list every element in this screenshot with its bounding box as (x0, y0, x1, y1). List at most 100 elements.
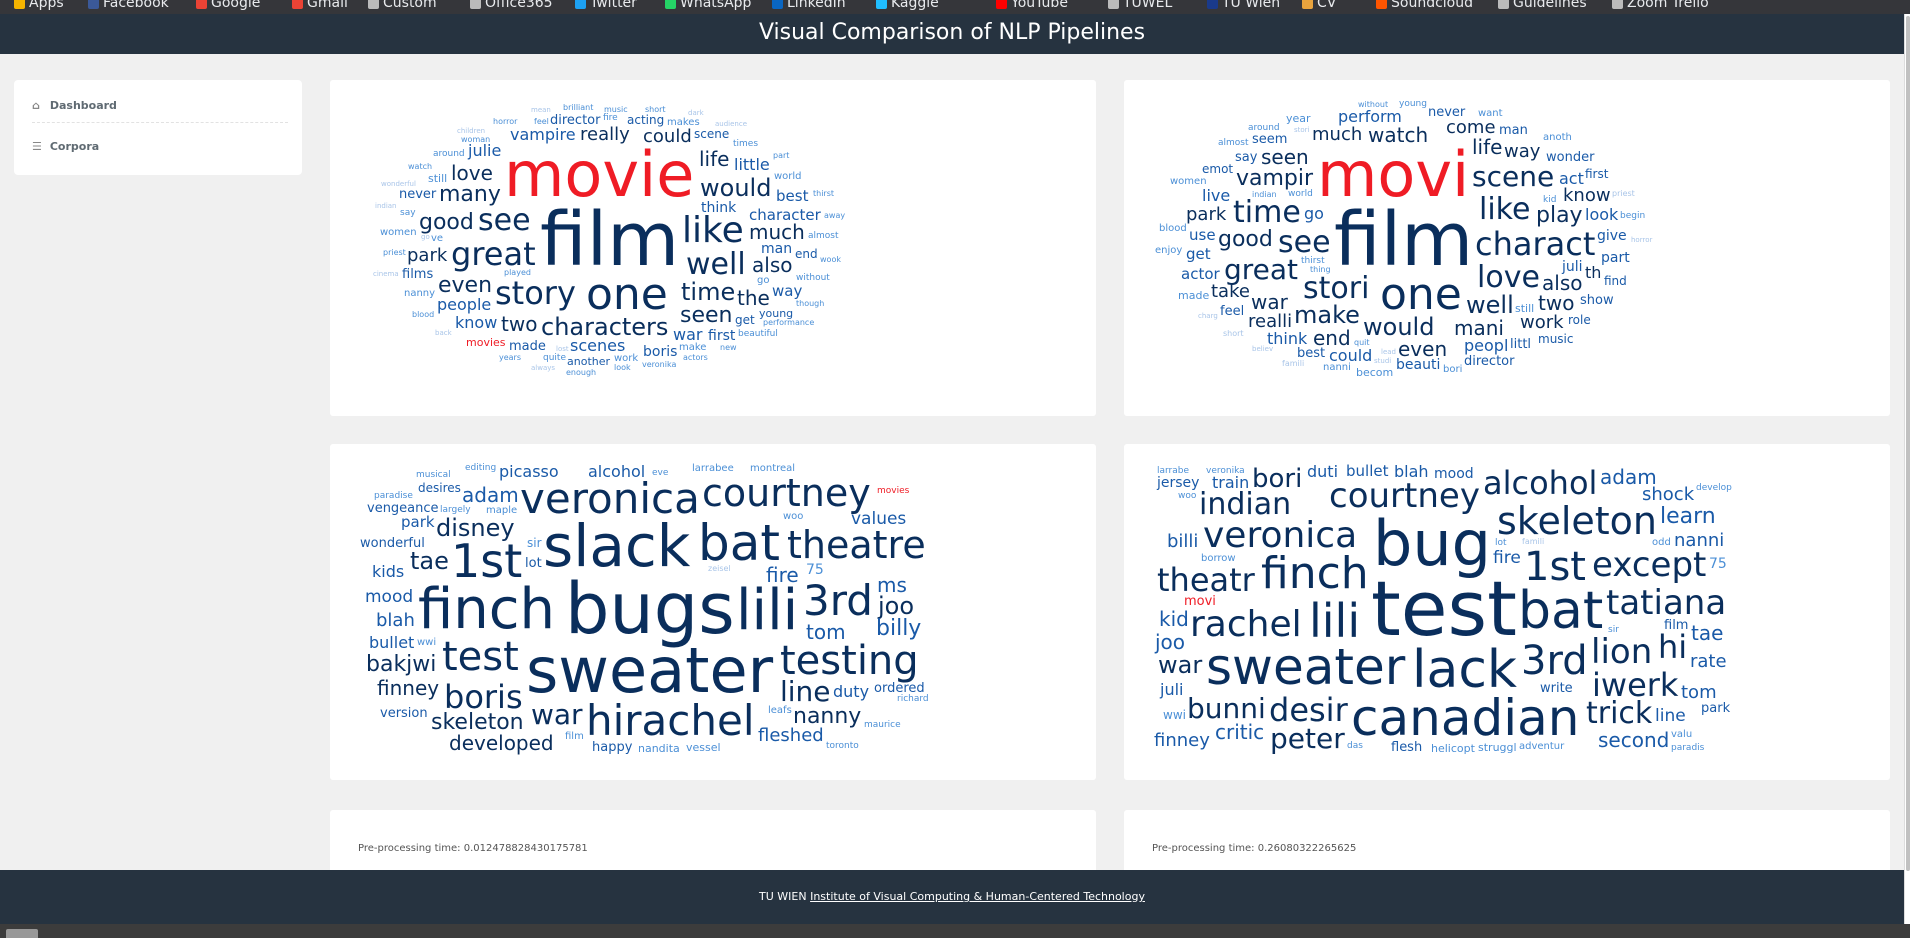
cloud-word: line (1655, 706, 1686, 726)
status-bar (0, 924, 1910, 938)
cloud-word: finney (1154, 730, 1210, 751)
cloud-word: think (701, 200, 737, 216)
bookmark-label: Soundcloud (1391, 0, 1473, 11)
cloud-word: movi (1317, 138, 1470, 211)
cloud-word: begin (1620, 211, 1646, 221)
cloud-word: anoth (1543, 132, 1572, 143)
cloud-word: another (567, 355, 611, 368)
cloud-word: well (1466, 291, 1514, 319)
cloud-word: veronica (1203, 515, 1358, 556)
cloud-word: still (1515, 302, 1535, 315)
bookmark-item[interactable]: Guidelines (1498, 0, 1587, 11)
cloud-word: role (1568, 313, 1591, 327)
vertical-scrollbar[interactable] (1904, 14, 1910, 924)
cloud-word: away (824, 211, 846, 220)
cloud-word: quite (543, 353, 566, 363)
bookmark-item[interactable]: Google (196, 0, 260, 11)
cloud-word: like (1479, 192, 1531, 227)
cloud-word: find (1604, 274, 1627, 288)
cloud-word: woo (1178, 491, 1197, 501)
cloud-word: tatiana (1606, 583, 1727, 623)
cloud-word: lost (556, 345, 569, 353)
cloud-word: director (550, 113, 601, 128)
bookmark-item[interactable]: CV (1302, 0, 1336, 11)
cloud-word: shock (1642, 484, 1695, 505)
sidebar-item-dashboard[interactable]: ⌂ Dashboard (32, 90, 288, 123)
cloud-word: two (1538, 291, 1575, 315)
scrollbar-thumb[interactable] (1906, 16, 1910, 871)
cloud-word: adventur (1519, 741, 1565, 752)
bookmark-item[interactable]: Zoom Trello (1612, 0, 1709, 11)
cloud-word: made (509, 339, 546, 354)
cloud-word: director (1464, 354, 1515, 369)
cloud-word: bat (698, 514, 780, 572)
cloud-word: come (1446, 117, 1496, 138)
cloud-word: develop (1696, 483, 1732, 493)
cloud-word: mani (1454, 316, 1504, 340)
bookmark-label: Kaggle (891, 0, 939, 11)
tab-handle[interactable] (6, 929, 38, 938)
cloud-word: made (1178, 289, 1210, 302)
sidebar-item-corpora[interactable]: ☰ Corpora (32, 131, 288, 163)
cloud-word: love (1477, 260, 1540, 295)
footer-institute-link[interactable]: Institute of Visual Computing & Human-Ce… (810, 890, 1145, 903)
cloud-word: act (1559, 169, 1584, 188)
bookmark-item[interactable]: Twitter (575, 0, 637, 11)
bookmark-item[interactable]: Custom (368, 0, 437, 11)
cloud-word: new (720, 343, 737, 352)
cloud-word: park (1701, 701, 1731, 716)
cloud-word: becom (1356, 366, 1394, 379)
bookmark-label: TU Wien (1222, 0, 1281, 11)
cloud-word: little (734, 155, 770, 174)
cloud-word: th (1585, 263, 1602, 282)
cloud-word: would (1363, 313, 1435, 341)
cloud-word: indian (1199, 487, 1292, 522)
cloud-word: bug (1373, 507, 1492, 580)
cloud-word: war (1158, 651, 1203, 679)
bookmark-item[interactable]: Kaggle (876, 0, 939, 11)
cloud-word: get (1186, 245, 1211, 263)
cloud-word: bullet (1346, 462, 1389, 480)
bookmark-item[interactable]: Apps (14, 0, 64, 11)
cloud-word: time (1233, 195, 1301, 230)
cloud-word: blah (1394, 462, 1429, 481)
cloud-word: war (1251, 290, 1288, 314)
cloud-word: vampire (510, 125, 576, 144)
bookmark-item[interactable]: Soundcloud (1376, 0, 1473, 11)
cloud-word: horror (1631, 236, 1653, 244)
wordcloud-2: film movi one charact see stori like love time gr… (1124, 80, 1890, 416)
bookmark-item[interactable]: YouTube (996, 0, 1068, 11)
preprocessing-time: Pre-processing time: 0.01247882843017578… (358, 843, 588, 854)
cloud-word: life (699, 147, 730, 171)
cloud-word: seen (1261, 145, 1309, 169)
cloud-word: dark (688, 109, 704, 117)
cloud-word: studi (1374, 357, 1392, 365)
cloud-word: scene (694, 127, 730, 141)
cloud-word: give (1597, 228, 1627, 244)
cloud-word: test (442, 634, 519, 680)
sidebar-item-label: Dashboard (49, 99, 117, 112)
bookmark-item[interactable]: Facebook (88, 0, 169, 11)
cloud-word: love (451, 161, 493, 185)
cloud-word: look (614, 363, 631, 372)
cloud-word: brilliant (563, 103, 594, 112)
bookmark-item[interactable]: WhatsApp (665, 0, 751, 11)
cloud-word: show (1580, 293, 1614, 308)
cloud-word: 75 (806, 562, 824, 578)
cloud-word: tom (1681, 682, 1717, 703)
cloud-word: maurice (864, 720, 901, 730)
cloud-word: leafs (768, 705, 792, 716)
cloud-word: larrabe (1157, 466, 1190, 476)
cloud-word: enjoy (1155, 245, 1183, 256)
cloud-word: rachel (1190, 604, 1302, 645)
bookmark-item[interactable]: LinkedIn (772, 0, 846, 11)
bookmark-item[interactable]: Office365 (470, 0, 553, 11)
cloud-word: duty (833, 682, 870, 701)
bookmark-item[interactable]: TUWEL (1108, 0, 1172, 11)
cloud-word: ordered (874, 681, 925, 696)
bookmark-item[interactable]: TU Wien (1207, 0, 1280, 11)
cloud-word: slack (543, 512, 691, 580)
cloud-word: priest (383, 248, 406, 257)
cloud-word: famili (1282, 359, 1305, 368)
bookmark-item[interactable]: Gmail (292, 0, 348, 11)
